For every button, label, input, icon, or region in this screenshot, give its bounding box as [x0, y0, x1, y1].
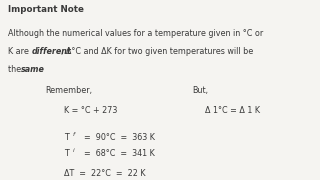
Text: =  68°C  =  341 K: = 68°C = 341 K — [79, 149, 155, 158]
Text: the: the — [8, 65, 24, 74]
Text: =  90°C  =  363 K: = 90°C = 363 K — [79, 133, 155, 142]
Text: Important Note: Important Note — [8, 5, 84, 14]
Text: T: T — [64, 149, 69, 158]
Text: i: i — [73, 148, 75, 154]
Text: Although the numerical values for a temperature given in °C or: Although the numerical values for a temp… — [8, 29, 263, 38]
Text: But,: But, — [192, 86, 208, 95]
Text: different: different — [31, 47, 71, 56]
Text: T: T — [64, 133, 69, 142]
Text: .: . — [38, 65, 40, 74]
Text: K = °C + 273: K = °C + 273 — [64, 106, 117, 115]
Text: ΔT  =  22°C  =  22 K: ΔT = 22°C = 22 K — [64, 169, 146, 178]
Text: K are: K are — [8, 47, 31, 56]
Text: same: same — [21, 65, 45, 74]
Text: Remember,: Remember, — [45, 86, 92, 95]
Text: , Δ°C and ΔK for two given temperatures will be: , Δ°C and ΔK for two given temperatures … — [61, 47, 254, 56]
Text: Δ 1°C = Δ 1 K: Δ 1°C = Δ 1 K — [205, 106, 260, 115]
Text: f: f — [73, 132, 75, 137]
